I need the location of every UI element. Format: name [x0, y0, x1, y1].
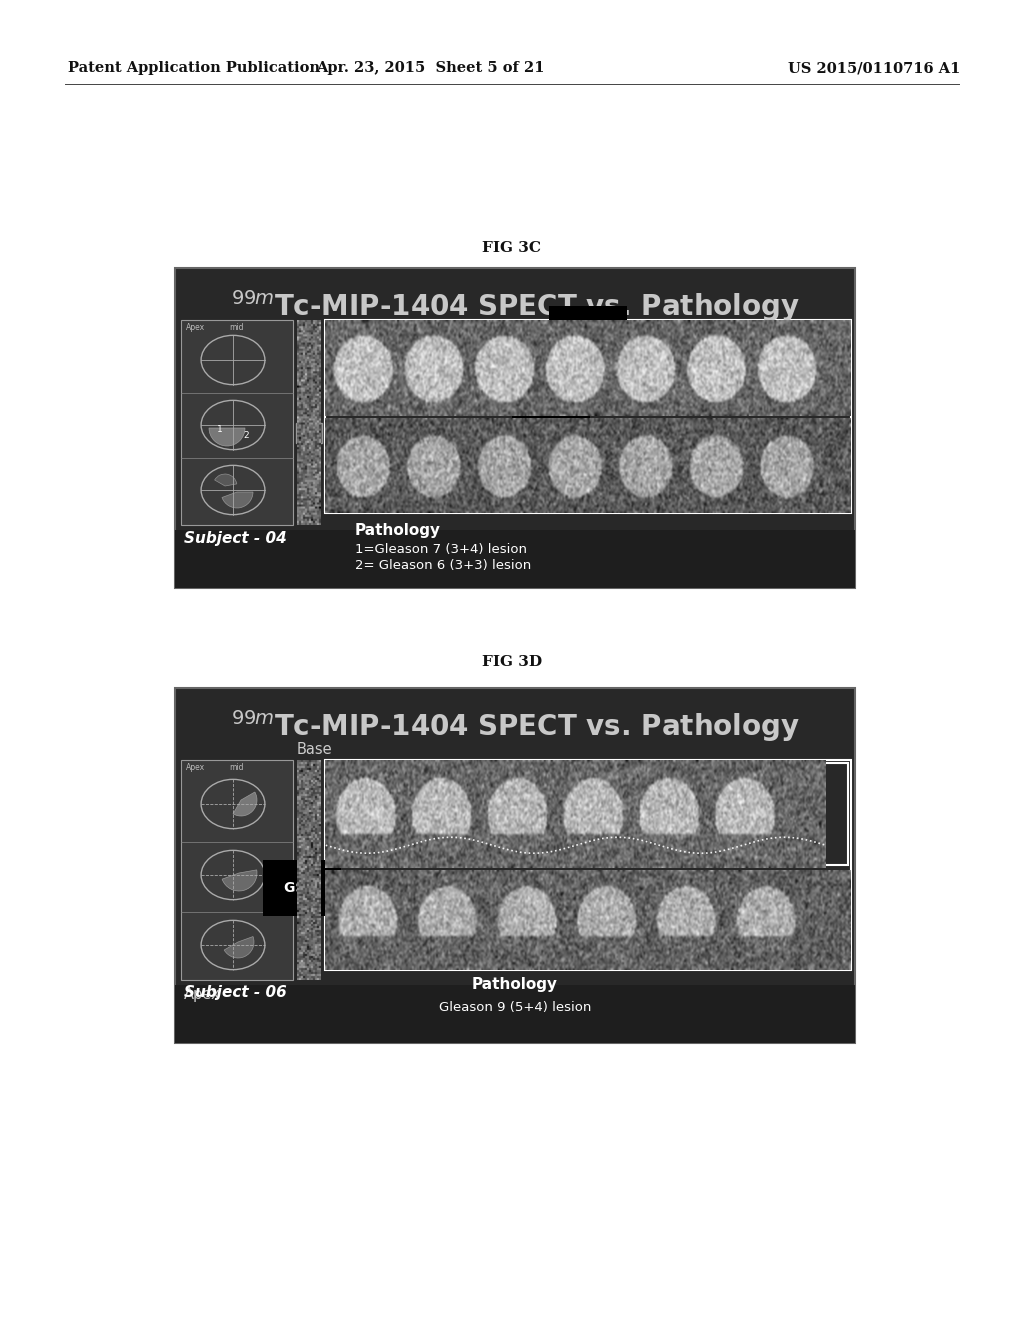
Text: $^{99m}$Tc-MIP-1404 SPECT vs. Pathology: $^{99m}$Tc-MIP-1404 SPECT vs. Pathology	[230, 708, 800, 744]
Text: Base: Base	[297, 742, 333, 758]
Wedge shape	[215, 474, 237, 486]
Bar	[325, 420, 415, 511]
Text: 1: 1	[217, 425, 223, 434]
Bar	[767, 763, 848, 865]
Bar	[175, 531, 855, 587]
Text: GS 9: GS 9	[284, 880, 319, 895]
Text: Apex: Apex	[185, 763, 205, 772]
Wedge shape	[222, 870, 257, 891]
Text: Subject - 04: Subject - 04	[184, 531, 287, 545]
Bar	[181, 760, 293, 979]
Text: Apex: Apex	[185, 323, 205, 333]
Text: Apr. 23, 2015  Sheet 5 of 21: Apr. 23, 2015 Sheet 5 of 21	[315, 61, 544, 75]
Text: Pathology: Pathology	[355, 524, 441, 539]
Text: FIG 3C: FIG 3C	[482, 242, 542, 255]
Bar	[175, 985, 855, 1043]
Text: US 2015/0110716 A1: US 2015/0110716 A1	[787, 61, 961, 75]
Wedge shape	[222, 492, 253, 508]
Text: Subject - 06: Subject - 06	[184, 986, 287, 1001]
Bar	[296, 422, 322, 444]
Text: Gleason 9 (5+4) lesion: Gleason 9 (5+4) lesion	[439, 1002, 591, 1015]
Bar	[175, 688, 855, 1043]
Text: Apex: Apex	[184, 987, 220, 1002]
Text: GS 6: GS 6	[534, 426, 569, 441]
Text: 2: 2	[243, 430, 249, 440]
Text: $^{99m}$Tc-MIP-1404 SPECT vs. Pathology: $^{99m}$Tc-MIP-1404 SPECT vs. Pathology	[230, 288, 800, 323]
Bar	[325, 319, 851, 513]
Bar	[662, 420, 751, 511]
Text: Patent Application Publication: Patent Application Publication	[68, 61, 319, 75]
Bar	[757, 322, 846, 414]
Text: mid: mid	[229, 763, 245, 772]
Text: FIG 3D: FIG 3D	[482, 655, 542, 669]
Bar	[672, 873, 754, 968]
Wedge shape	[224, 936, 254, 958]
Wedge shape	[209, 428, 245, 446]
Text: 2= Gleason 6 (3+3) lesion: 2= Gleason 6 (3+3) lesion	[355, 558, 531, 572]
Bar	[662, 322, 751, 414]
Bar	[296, 882, 322, 900]
Text: GS 7: GS 7	[570, 327, 606, 341]
Bar	[672, 763, 754, 865]
Text: Pathology: Pathology	[472, 977, 558, 991]
Bar	[175, 268, 855, 587]
Wedge shape	[233, 792, 257, 816]
Bar	[325, 760, 851, 970]
Text: 1=Gleason 7 (3+4) lesion: 1=Gleason 7 (3+4) lesion	[355, 543, 527, 556]
Text: mid: mid	[229, 323, 245, 333]
Bar	[181, 319, 293, 525]
